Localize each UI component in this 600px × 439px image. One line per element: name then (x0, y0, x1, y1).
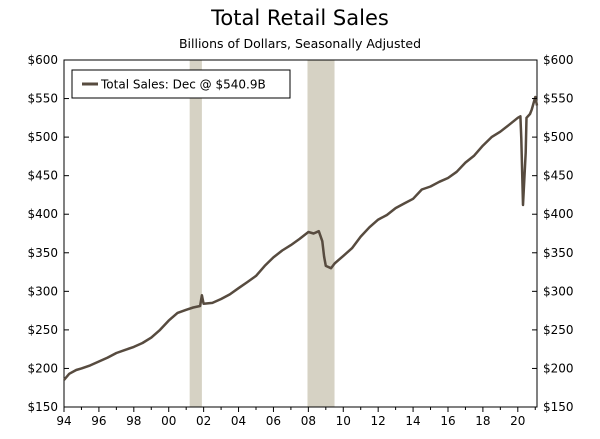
y-tick-label-left: $550 (27, 92, 58, 106)
y-tick-label-right: $600 (543, 53, 574, 67)
x-tick-label: 02 (196, 414, 211, 428)
x-tick-label: 12 (371, 414, 386, 428)
y-tick-label-right: $200 (543, 361, 574, 375)
y-tick-label-left: $600 (27, 53, 58, 67)
x-tick-label: 94 (56, 414, 71, 428)
y-tick-label-right: $400 (543, 207, 574, 221)
y-tick-label-left: $400 (27, 207, 58, 221)
x-tick-label: 16 (440, 414, 455, 428)
x-tick-label: 96 (91, 414, 106, 428)
y-tick-label-left: $250 (27, 323, 58, 337)
y-tick-label-right: $550 (543, 92, 574, 106)
legend-label: Total Sales: Dec @ $540.9B (100, 78, 266, 92)
x-tick-label: 18 (475, 414, 490, 428)
y-tick-label-left: $450 (27, 169, 58, 183)
x-tick-label: 04 (231, 414, 246, 428)
y-tick-label-right: $450 (543, 169, 574, 183)
recession-band-1 (189, 60, 202, 407)
y-tick-label-left: $350 (27, 246, 58, 260)
y-axis-left: $150 $200 $250 $300 $350 $400 $450 $500 $550 $600 (27, 53, 69, 414)
plot-area-frame (63, 59, 538, 408)
x-tick-label: 98 (126, 414, 141, 428)
chart-subtitle: Billions of Dollars, Seasonally Adjusted (178, 36, 422, 51)
y-tick-label-right: $500 (543, 130, 574, 144)
x-tick-label: 00 (161, 414, 176, 428)
x-tick-label: 06 (266, 414, 281, 428)
y-tick-label-left: $150 (27, 400, 58, 414)
y-tick-label-right: $150 (543, 400, 574, 414)
legend-box (71, 69, 291, 99)
y-tick-label-right: $350 (543, 246, 574, 260)
recession-bands (189, 60, 335, 407)
y-tick-label-left: $200 (27, 361, 58, 375)
y-axis-right: $150 $200 $250 $300 $350 $400 $450 $500 $550 $600 (532, 53, 574, 414)
y-tick-label-right: $250 (543, 323, 574, 337)
series-line-total-sales (63, 95, 539, 381)
y-tick-label-right: $300 (543, 284, 574, 298)
x-tick-label: 20 (510, 414, 525, 428)
y-tick-label-left: $500 (27, 130, 58, 144)
x-tick-label: 14 (405, 414, 420, 428)
y-tick-label-left: $300 (27, 284, 58, 298)
x-tick-label: 10 (336, 414, 351, 428)
x-tick-label: 08 (301, 414, 316, 428)
chart-title: Total Retail Sales (211, 6, 389, 30)
legend: Total Sales: Dec @ $540.9B (71, 69, 291, 99)
series-layer (63, 95, 539, 381)
x-axis: 94 96 98 00 02 04 06 08 10 12 14 16 18 20 (56, 407, 536, 428)
